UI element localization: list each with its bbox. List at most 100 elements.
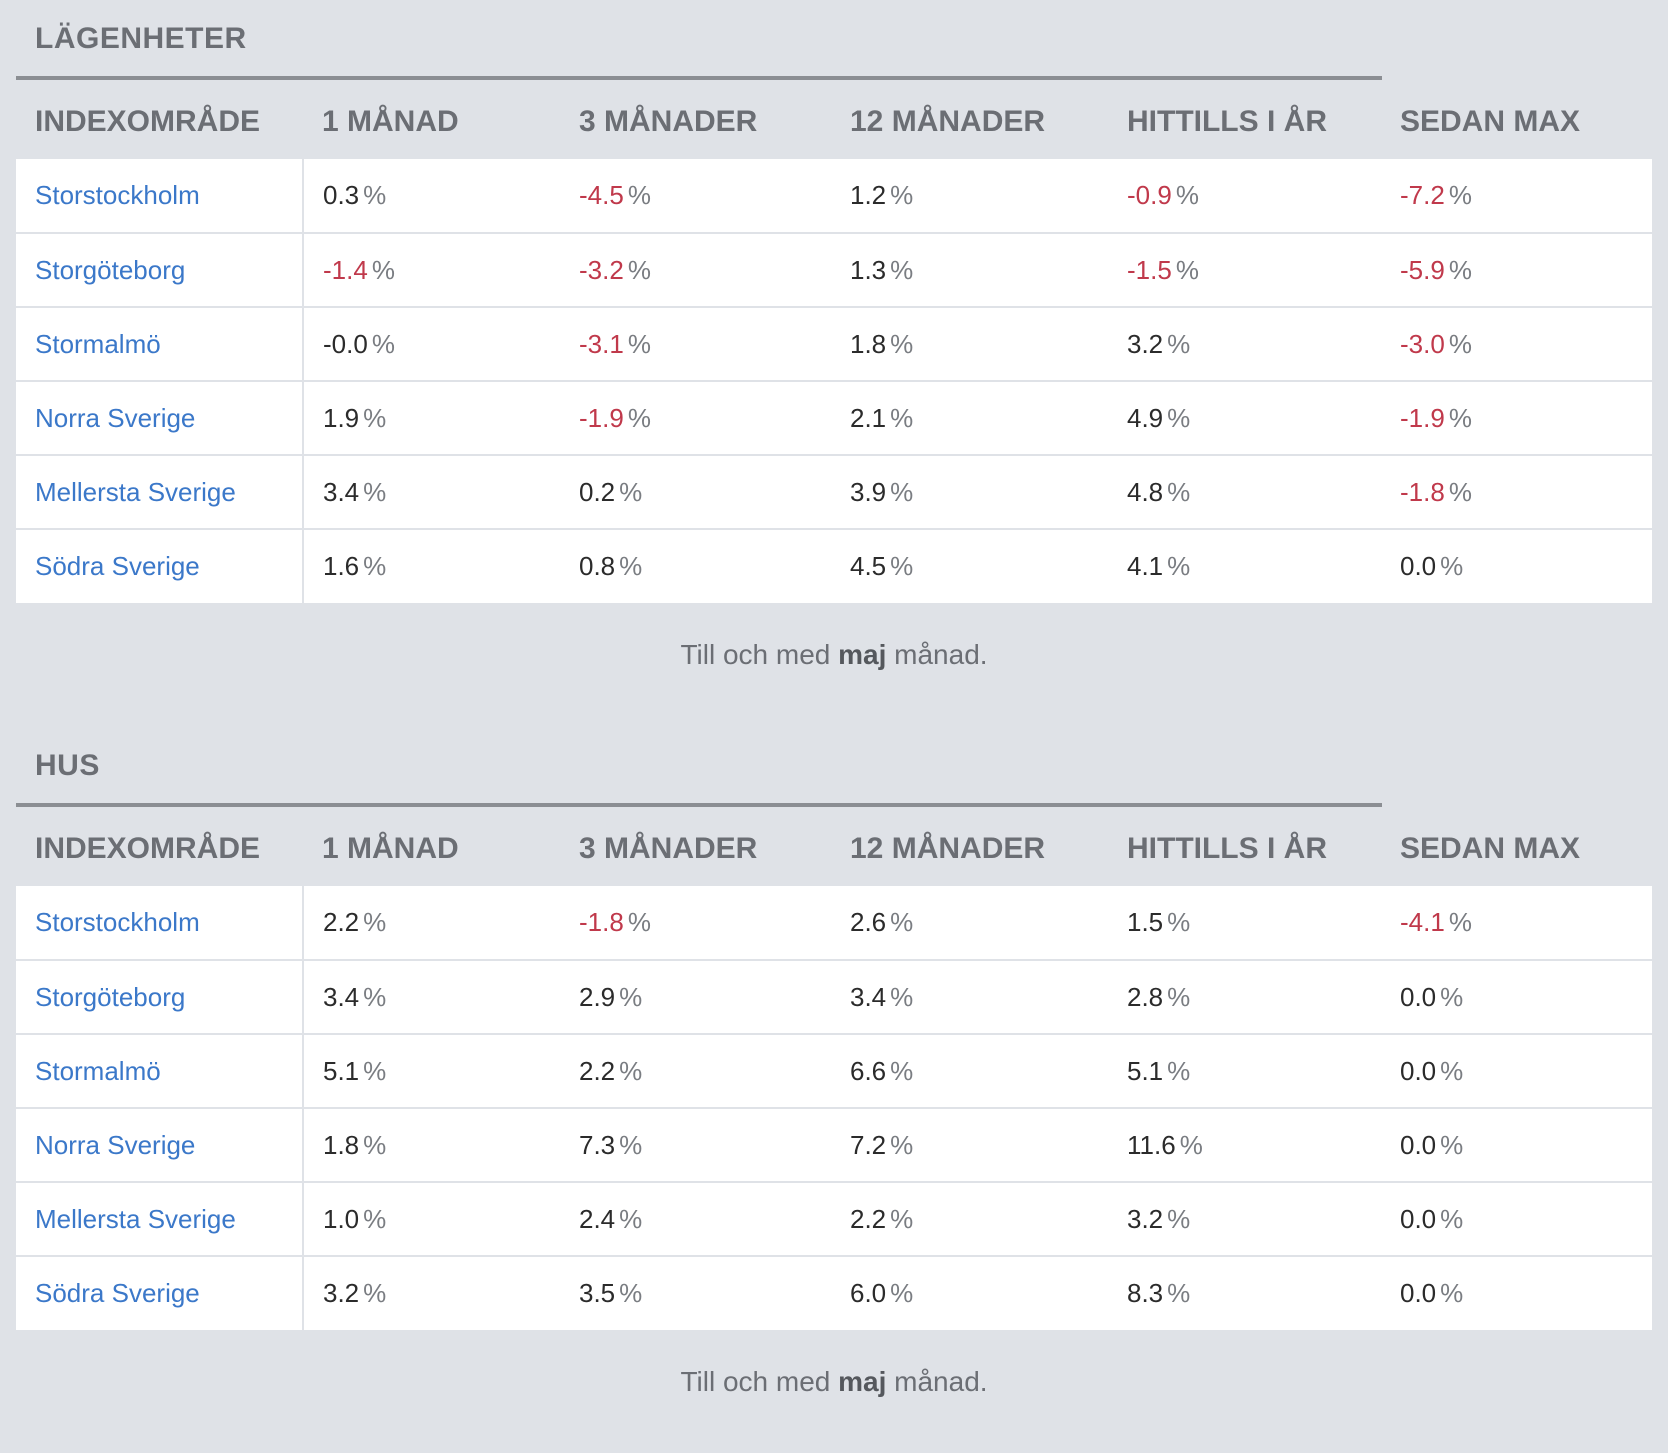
percent-unit: % (627, 907, 651, 937)
percent-unit: % (1167, 1278, 1191, 1308)
percent-unit: % (890, 551, 914, 581)
percent-unit: % (890, 1278, 914, 1308)
value-cell: 3.2% (1108, 306, 1381, 381)
value-cell: 1.5% (1108, 886, 1381, 960)
value-cell: 2.9% (560, 959, 831, 1034)
percent-unit: % (1167, 476, 1191, 507)
value-cell: 1.0% (303, 1181, 560, 1256)
change-value: 1.9 (323, 402, 360, 433)
change-value: 4.9 (1127, 402, 1164, 433)
percent-unit: % (363, 402, 387, 433)
value-cell: -3.0% (1381, 306, 1652, 381)
percent-unit: % (1440, 551, 1464, 581)
area-link[interactable]: Storstockholm (35, 180, 200, 210)
percent-unit: % (1448, 328, 1472, 359)
footnote-suffix: månad. (886, 639, 988, 670)
change-value: 0.0 (1400, 981, 1437, 1012)
change-value: 3.2 (1127, 328, 1164, 359)
value-cell: -0.9% (1108, 159, 1381, 233)
area-link[interactable]: Mellersta Sverige (35, 476, 236, 507)
table-row: Storstockholm 0.3% -4.5% 1.2% -0.9% -7.2% (16, 159, 1652, 233)
percent-unit: % (1175, 180, 1199, 210)
area-cell: Södra Sverige (16, 1255, 304, 1330)
area-cell: Södra Sverige (16, 528, 304, 603)
change-value: 1.8 (323, 1129, 360, 1160)
percent-unit: % (1448, 402, 1472, 433)
change-value: 0.2 (579, 476, 616, 507)
percent-unit: % (363, 1278, 387, 1308)
change-value: 3.4 (323, 476, 360, 507)
value-cell: -0.0% (303, 306, 560, 381)
value-cell: 6.0% (831, 1255, 1108, 1330)
table-body: Storstockholm 2.2% -1.8% 2.6% 1.5% -4.1% Storg… (16, 886, 1652, 1330)
value-cell: 2.4% (560, 1181, 831, 1256)
value-cell: 1.8% (303, 1107, 560, 1182)
change-value: -5.9 (1400, 254, 1445, 285)
change-value: 6.6 (850, 1055, 887, 1086)
value-cell: 0.8% (560, 528, 831, 603)
table-row: Norra Sverige 1.8% 7.3% 7.2% 11.6% 0.0% (16, 1107, 1652, 1182)
value-cell: 2.8% (1108, 959, 1381, 1034)
percent-unit: % (890, 907, 914, 937)
change-value: 3.9 (850, 476, 887, 507)
column-header-1-month: 1 MÅNAD (322, 831, 459, 865)
value-cell: 5.1% (1108, 1033, 1381, 1108)
change-value: 3.4 (323, 981, 360, 1012)
change-value: 3.4 (850, 981, 887, 1012)
percent-unit: % (890, 402, 914, 433)
area-link[interactable]: Storgöteborg (35, 981, 186, 1012)
area-link[interactable]: Storstockholm (35, 907, 200, 937)
houses-section: HUS INDEXOMRÅDE 1 MÅNAD 3 MÅNADER 12 MÅN… (16, 727, 1652, 1453)
value-cell: 4.5% (831, 528, 1108, 603)
area-link[interactable]: Norra Sverige (35, 1129, 196, 1160)
value-cell: 11.6% (1108, 1107, 1381, 1182)
area-link[interactable]: Storgöteborg (35, 254, 186, 285)
value-cell: 2.2% (831, 1181, 1108, 1256)
percent-unit: % (890, 1129, 914, 1160)
change-value: -1.9 (1400, 402, 1445, 433)
change-value: -4.5 (579, 180, 624, 210)
value-cell: -7.2% (1381, 159, 1652, 233)
section-title: LÄGENHETER (35, 22, 247, 55)
change-value: -4.1 (1400, 907, 1445, 937)
column-header-area: INDEXOMRÅDE (35, 104, 261, 138)
change-value: 0.8 (579, 551, 616, 581)
change-value: -0.0 (323, 328, 368, 359)
area-link[interactable]: Stormalmö (35, 1055, 161, 1086)
change-value: 0.0 (1400, 1129, 1437, 1160)
change-value: 1.3 (850, 254, 887, 285)
percent-unit: % (890, 981, 914, 1012)
value-cell: 7.3% (560, 1107, 831, 1182)
change-value: 3.5 (579, 1278, 616, 1308)
change-value: 0.0 (1400, 1203, 1437, 1234)
percent-unit: % (1440, 1129, 1464, 1160)
column-header-area: INDEXOMRÅDE (35, 831, 261, 865)
change-value: 5.1 (323, 1055, 360, 1086)
footnote-suffix: månad. (886, 1366, 988, 1397)
area-link[interactable]: Stormalmö (35, 328, 161, 359)
percent-unit: % (363, 1129, 387, 1160)
percent-unit: % (363, 1203, 387, 1234)
apartments-index-table: INDEXOMRÅDE 1 MÅNAD 3 MÅNADER 12 MÅNADER… (16, 80, 1652, 603)
change-value: -7.2 (1400, 180, 1445, 210)
area-link[interactable]: Mellersta Sverige (35, 1203, 236, 1234)
value-cell: -1.5% (1108, 232, 1381, 307)
area-cell: Storstockholm (16, 159, 304, 233)
area-link[interactable]: Norra Sverige (35, 402, 196, 433)
area-link[interactable]: Södra Sverige (35, 551, 200, 581)
value-cell: 3.4% (831, 959, 1108, 1034)
change-value: 2.4 (579, 1203, 616, 1234)
footnote-month: maj (838, 639, 887, 670)
value-cell: -4.5% (560, 159, 831, 233)
change-value: 2.9 (579, 981, 616, 1012)
area-cell: Stormalmö (16, 1033, 304, 1108)
percent-unit: % (890, 328, 914, 359)
percent-unit: % (890, 1203, 914, 1234)
value-cell: 5.1% (303, 1033, 560, 1108)
value-cell: 4.9% (1108, 380, 1381, 455)
percent-unit: % (1167, 1203, 1191, 1234)
value-cell: 7.2% (831, 1107, 1108, 1182)
area-link[interactable]: Södra Sverige (35, 1278, 200, 1308)
column-header-1-month: 1 MÅNAD (322, 104, 459, 138)
